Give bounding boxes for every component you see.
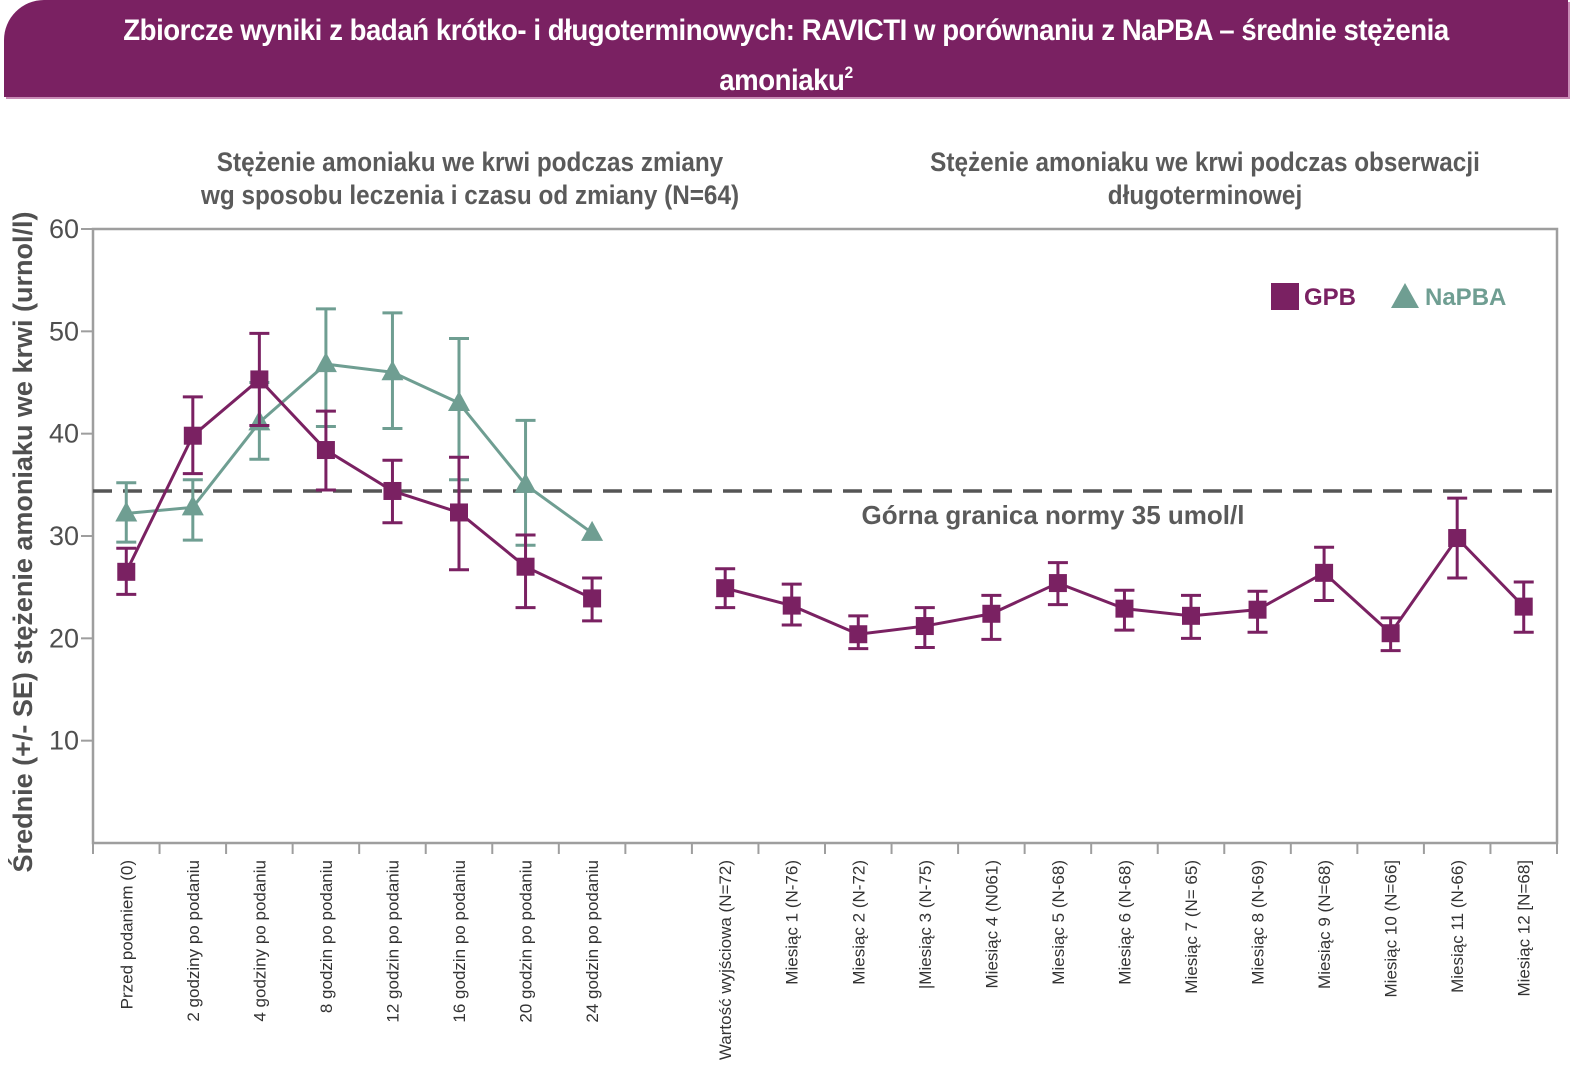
- legend-napba-triangle-icon: [1391, 283, 1419, 308]
- x-category-label: 16 godzin po podaniu: [450, 860, 469, 1023]
- napba-point: [115, 501, 138, 522]
- x-category-label: 12 godzin po podaniu: [383, 860, 402, 1023]
- y-tick-label: 60: [49, 214, 79, 244]
- x-category-label: Miesiąc 5 (N-68): [1049, 860, 1068, 985]
- napba-point: [581, 520, 604, 541]
- x-category-label: 2 godziny po podaniu: [184, 860, 203, 1022]
- gpb-point: [1048, 574, 1067, 593]
- x-category-label: Przed podaniem (0): [117, 860, 136, 1009]
- x-category-label: 8 godzin po podaniu: [317, 860, 336, 1013]
- gpb-point: [250, 370, 269, 389]
- gpb-point: [117, 562, 136, 581]
- gpb-point: [1182, 606, 1200, 625]
- gpb-point: [1381, 624, 1400, 643]
- gpb-point: [782, 596, 801, 615]
- x-category-label: Miesiąc 2 (N-72): [849, 860, 868, 985]
- legend: GPB NaPBA: [1271, 283, 1506, 311]
- right-panel-title-line1: Stężenie amoniaku we krwi podczas obserw…: [930, 147, 1480, 177]
- gpb-point: [1315, 563, 1334, 582]
- x-category-label: 24 godzin po podaniu: [583, 860, 602, 1023]
- chart-title: Zbiorcze wyniki z badań krótko- i długot…: [67, 10, 1506, 102]
- chart-title-line1: Zbiorcze wyniki z badań krótko- i długot…: [123, 14, 1449, 47]
- napba-point: [448, 390, 470, 411]
- threshold-line-group: Górna granica normy 35 umol/l: [93, 489, 1557, 530]
- y-tick-label: 30: [49, 521, 79, 551]
- y-axis-label: Średnie (+/- SE) stężenie amoniaku we kr…: [7, 212, 38, 873]
- gpb-point: [915, 617, 934, 636]
- x-category-label: Miesiąc 8 (N-69): [1249, 860, 1268, 985]
- gpb-point: [516, 557, 535, 576]
- x-category-label: 4 godziny po podaniu: [250, 860, 269, 1022]
- legend-napba-label: NaPBA: [1425, 284, 1506, 311]
- gpb-point: [450, 503, 468, 522]
- threshold-label: Górna granica normy 35 umol/l: [862, 500, 1245, 530]
- x-category-label: Miesiąc 9 (N=68): [1315, 860, 1334, 989]
- axes: [91, 227, 1559, 845]
- legend-gpb-square-icon: [1271, 283, 1299, 310]
- napba-point: [514, 472, 537, 493]
- x-category-label: 20 godzin po podaniu: [517, 860, 536, 1023]
- gpb-point: [716, 579, 735, 598]
- x-category-label: Miesiąc 11 (N-66): [1448, 860, 1467, 993]
- x-category-label: Miesiąc 4 (N061): [982, 860, 1001, 989]
- napba-point: [381, 360, 404, 381]
- gpb-point: [1514, 597, 1533, 616]
- x-category-label: Wartość wyjściowa (N=72): [716, 860, 735, 1060]
- chart-title-line2: amoniaku: [719, 64, 845, 97]
- right-panel-title-line2: długoterminowej: [1107, 180, 1303, 210]
- right-panel-title: Stężenie amoniaku we krwi podczas obserw…: [913, 146, 1498, 212]
- series-group: [115, 307, 1534, 653]
- y-tick-label: 40: [49, 419, 79, 449]
- x-axis-ticks: Przed podaniem (0) 2 godziny po podaniu 4 …: [92, 843, 1558, 1060]
- left-panel-title-line2: wg sposobu leczenia i czasu od zmiany (N…: [200, 180, 740, 210]
- plot-frame: [91, 227, 1559, 845]
- napba-line: [126, 362, 593, 535]
- napba-point: [314, 352, 337, 373]
- left-panel-title-line1: Stężenie amoniaku we krwi podczas zmiany: [216, 147, 724, 177]
- napba-point: [181, 495, 204, 516]
- y-tick-label: 50: [49, 316, 79, 346]
- y-axis-ticks: 10 20 30 40 50 60: [49, 214, 93, 756]
- x-category-label: Miesiąc 10 (N=66]: [1382, 860, 1401, 997]
- title-banner: Zbiorcze wyniki z badań krótko- i długot…: [4, 0, 1568, 97]
- gpb-point: [1448, 529, 1467, 548]
- x-category-label: Miesiąc 1 (N-76): [783, 860, 802, 985]
- gpb-line: [124, 377, 593, 600]
- gpb-point: [982, 604, 1001, 623]
- y-tick-label: 20: [49, 623, 79, 653]
- x-category-label: |Miesiąc 3 (N-75): [916, 860, 935, 989]
- x-category-label: Miesiąc 12 [N=68]: [1515, 860, 1534, 997]
- gpb-point: [1248, 600, 1267, 619]
- gpb-point: [849, 625, 868, 644]
- x-category-label: Miesiąc 7 (N= 65): [1182, 860, 1201, 994]
- title-footnote-ref: 2: [844, 63, 853, 82]
- gpb-point: [316, 441, 335, 460]
- gpb-point: [583, 589, 602, 608]
- gpb-point: [383, 481, 402, 500]
- gpb-point: [183, 426, 202, 445]
- gpb-point: [1115, 599, 1134, 618]
- legend-gpb-label: GPB: [1304, 284, 1356, 311]
- y-tick-label: 10: [49, 726, 79, 756]
- x-category-label: Miesiąc 6 (N-68): [1115, 860, 1134, 985]
- left-panel-title: Stężenie amoniaku we krwi podczas zmiany…: [173, 146, 767, 212]
